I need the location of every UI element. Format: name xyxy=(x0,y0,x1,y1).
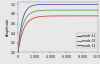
mode 02 xyxy=(48,10,49,11)
Line: mode 02: mode 02 xyxy=(18,10,98,52)
mode 11 xyxy=(17,52,19,53)
mode 12 xyxy=(97,15,99,16)
mode 11 xyxy=(26,9,28,10)
mode 12 xyxy=(17,52,19,53)
mode 11 xyxy=(52,4,53,5)
mode 02 xyxy=(26,16,28,17)
mode 12 xyxy=(87,15,88,16)
Legend: mode 11, mode 02, mode 12: mode 11, mode 02, mode 12 xyxy=(76,33,96,48)
mode 11 xyxy=(96,4,97,5)
mode 11 xyxy=(31,5,32,6)
mode 02 xyxy=(17,52,19,53)
mode 11 xyxy=(87,4,88,5)
mode 12 xyxy=(96,15,97,16)
Y-axis label: Amplitude: Amplitude xyxy=(6,18,10,36)
mode 11 xyxy=(97,4,99,5)
Line: mode 12: mode 12 xyxy=(18,16,98,52)
mode 02 xyxy=(31,12,32,13)
Line: mode 11: mode 11 xyxy=(18,4,98,52)
mode 11 xyxy=(48,4,49,5)
